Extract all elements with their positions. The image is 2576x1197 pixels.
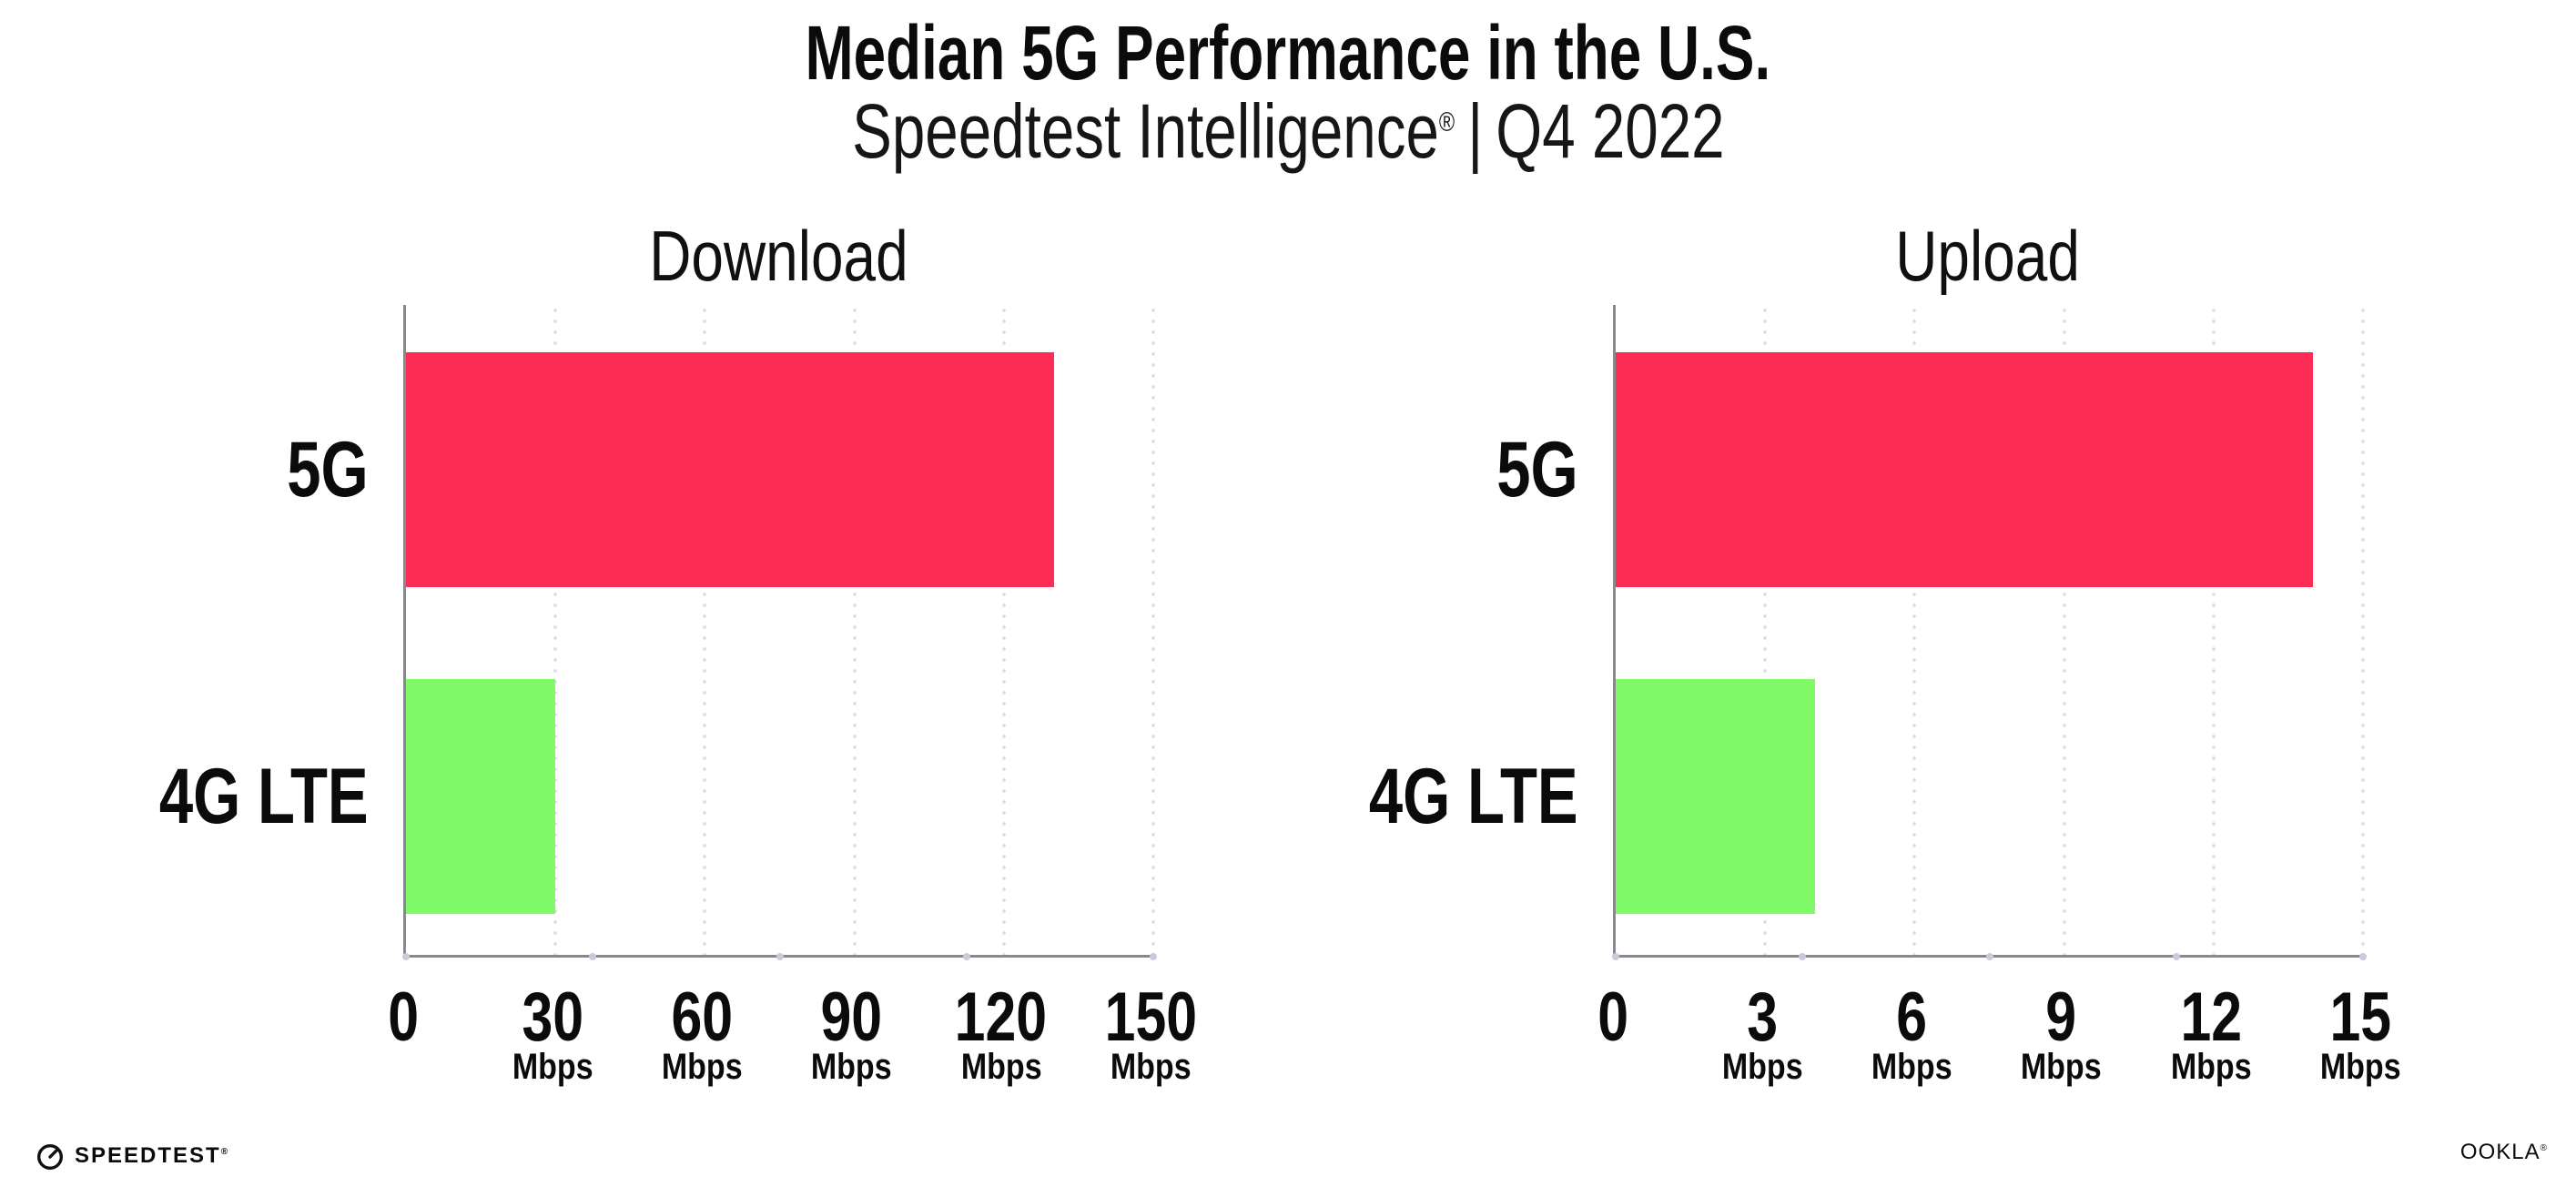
axis-tick-dot [2359,953,2367,960]
bar-4g-lte-download [406,679,556,914]
page-subtitle: Speedtest Intelligence® | Q4 2022 [0,86,2576,177]
x-tick-label-3: 3 [1747,979,1779,1056]
gridline-6 [1912,305,1917,955]
download-chart-title: Download [648,216,908,296]
ookla-wordmark: OOKLA [2459,1140,2541,1164]
speedtest-wordmark: SPEEDTEST® [75,1143,228,1168]
gridline-30 [553,305,558,955]
x-tick-unit: Mbps [960,1047,1042,1087]
x-tick-label-30: 30 [522,979,583,1056]
axis-tick-dot [589,953,597,960]
gridline-9 [2062,305,2066,955]
x-tick-label-150: 150 [1104,979,1197,1056]
registered-trademark-symbol: ® [1438,107,1455,137]
x-tick-unit: Mbps [1871,1047,1952,1087]
x-tick-label-12: 12 [2179,979,2242,1056]
x-tick-label-0: 0 [1597,979,1628,1056]
gridline-12 [2211,305,2216,955]
ookla-logo: OOKLA® [2460,1140,2547,1165]
subtitle-brand: Speedtest Intelligence [851,88,1439,174]
axis-tick-dot [1985,953,1993,960]
bar-5g-upload [1616,352,2314,587]
page-subtitle-text: Speedtest Intelligence® | Q4 2022 [852,86,1724,177]
bar-4g-lte-upload [1616,679,1815,914]
x-tick-label-0: 0 [388,979,419,1056]
axis-tick-dot [1150,953,1157,960]
x-tick-unit: Mbps [2021,1047,2102,1087]
axis-tick-dot [2172,953,2180,960]
x-tick-unit: Mbps [2170,1047,2252,1087]
x-tick-label-60: 60 [671,979,734,1056]
category-label-4g-lte-upload: 4G LTE [1369,753,1578,840]
x-tick-unit: Mbps [2319,1047,2401,1087]
gridline-60 [703,305,707,955]
bar-5g-download [406,352,1054,587]
subtitle-separator: | [1466,88,1483,174]
speedometer-icon [35,1141,66,1172]
axis-tick-dot [402,953,410,960]
upload-chart-title: Upload [1895,216,2081,296]
speedtest-registered-mark: ® [220,1147,228,1157]
gridline-90 [852,305,857,955]
x-tick-label-15: 15 [2329,979,2391,1056]
subtitle-period: Q4 2022 [1495,88,1725,174]
gridline-15 [2361,305,2365,955]
speedtest-logo: SPEEDTEST® [35,1138,228,1174]
upload-plot-area [1612,305,2367,960]
ookla-registered-mark: ® [2540,1143,2547,1153]
axis-tick-dot [962,953,970,960]
axis-tick-dot [1612,953,1619,960]
x-tick-label-90: 90 [820,979,883,1056]
x-tick-unit: Mbps [1110,1047,1192,1087]
x-tick-label-6: 6 [1896,979,1928,1056]
x-tick-label-9: 9 [2045,979,2077,1056]
download-plot-area [402,305,1157,960]
page-title-text: Median 5G Performance in the U.S. [805,10,1771,96]
category-label-4g-lte-download: 4G LTE [159,753,369,840]
gridline-120 [1001,305,1006,955]
page-title: Median 5G Performance in the U.S. [0,7,2576,98]
x-tick-unit: Mbps [512,1047,593,1087]
axis-tick-dot [776,953,784,960]
category-label-5g-download: 5G [287,426,369,513]
axis-tick-dot [1799,953,1807,960]
x-tick-unit: Mbps [1721,1047,1803,1087]
gridline-3 [1763,305,1768,955]
x-tick-label-120: 120 [955,979,1048,1056]
x-tick-unit: Mbps [811,1047,892,1087]
gridline-150 [1151,305,1155,955]
category-label-5g-upload: 5G [1496,426,1578,513]
x-tick-unit: Mbps [662,1047,743,1087]
